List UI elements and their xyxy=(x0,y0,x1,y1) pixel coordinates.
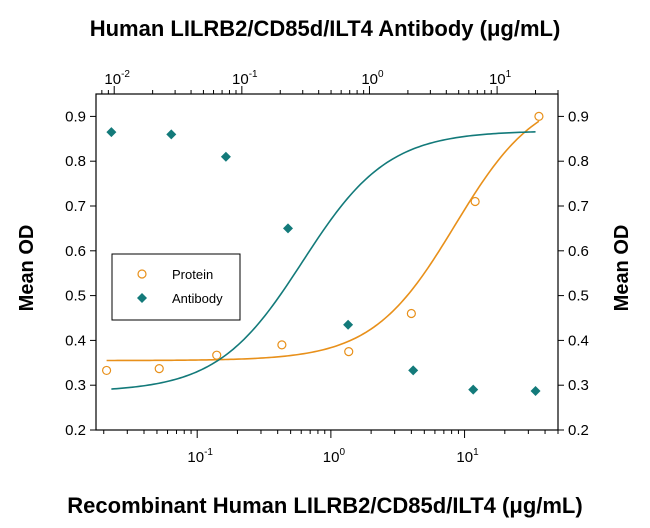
fit-curve-protein xyxy=(106,120,540,362)
legend-marker-protein xyxy=(137,269,147,279)
y-tick-label-left: 0.7 xyxy=(65,198,86,215)
x-top-tick-label: 10-1 xyxy=(232,69,258,88)
y-tick-label-left: 0.9 xyxy=(65,108,86,125)
y-tick-label-right: 0.6 xyxy=(568,243,589,260)
x-axis-title: Recombinant Human LILRB2/CD85d/ILT4 (μg/… xyxy=(67,493,582,518)
axis-ticks: 0.2 0.2 0.3 0.3 0.4 0.4 0.5 0.5 0.6 0.6 0.7 0.7 0.8 0… xyxy=(65,69,589,466)
chart-title: Human LILRB2/CD85d/ILT4 Antibody (μg/mL) xyxy=(90,16,561,41)
plot-frame xyxy=(95,93,559,431)
y-tick-label-right: 0.2 xyxy=(568,422,589,439)
data-point-antibody xyxy=(530,386,541,397)
data-point-protein xyxy=(470,196,480,207)
data-point-protein xyxy=(534,111,544,122)
y-tick-label-right: 0.9 xyxy=(568,108,589,125)
y-tick-label-right: 0.4 xyxy=(568,332,589,349)
data-point-antibody xyxy=(283,223,294,234)
x-top-tick-label: 101 xyxy=(489,69,512,88)
data-point-protein xyxy=(212,350,222,360)
data-point-protein xyxy=(101,365,112,376)
legend-label-protein: Protein xyxy=(172,267,213,282)
data-point-antibody xyxy=(166,129,177,140)
y-tick-label-left: 0.5 xyxy=(65,288,86,305)
data-point-antibody xyxy=(106,127,117,138)
y-tick-label-left: 0.8 xyxy=(65,153,86,170)
y-tick-label-left: 0.6 xyxy=(65,243,86,260)
legend-label-antibody: Antibody xyxy=(172,291,223,306)
x-bottom-tick-label: 10-1 xyxy=(187,447,213,466)
fit-curve-antibody xyxy=(111,131,536,390)
x-top-tick-label: 10-2 xyxy=(104,69,130,88)
data-point-antibody xyxy=(468,384,479,395)
y-tick-label-right: 0.5 xyxy=(568,288,589,305)
x-bottom-tick-label: 100 xyxy=(323,447,346,466)
x-top-tick-label: 100 xyxy=(361,69,384,88)
data-point-antibody xyxy=(408,365,419,376)
data-points xyxy=(101,111,544,397)
fit-curves xyxy=(106,120,540,390)
data-point-antibody xyxy=(220,151,231,162)
y-tick-label-right: 0.3 xyxy=(568,377,589,394)
data-point-protein xyxy=(406,308,416,319)
legend-box xyxy=(111,253,241,321)
y-axis-title-right: Mean OD xyxy=(611,225,633,312)
data-point-protein xyxy=(277,340,287,350)
legend-marker-antibody xyxy=(137,293,147,303)
y-tick-label-left: 0.3 xyxy=(65,377,86,394)
data-point-antibody xyxy=(343,319,354,330)
y-tick-label-left: 0.2 xyxy=(65,422,86,439)
data-point-protein xyxy=(344,347,354,357)
y-tick-label-right: 0.7 xyxy=(568,198,589,215)
data-point-protein xyxy=(154,364,164,374)
y-tick-label-right: 0.8 xyxy=(568,153,589,170)
x-bottom-tick-label: 101 xyxy=(456,447,479,466)
y-tick-label-left: 0.4 xyxy=(65,332,86,349)
legend: Protein Antibody xyxy=(111,253,241,321)
y-axis-title-left: Mean OD xyxy=(16,225,38,312)
